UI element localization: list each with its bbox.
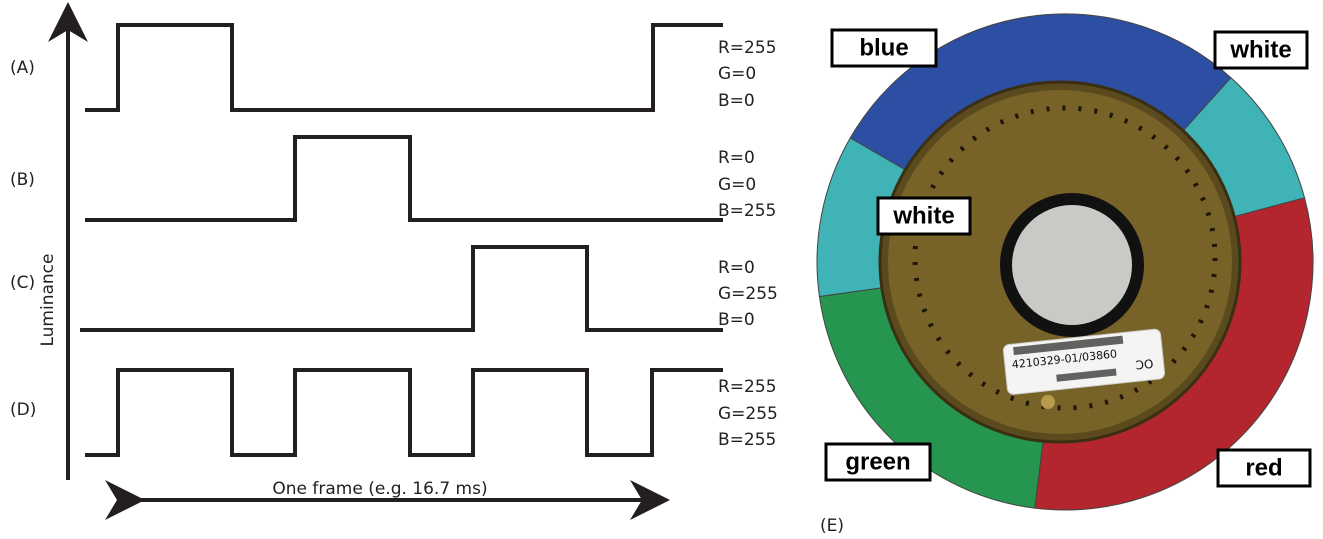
panel-label: (B) bbox=[10, 170, 35, 190]
lens bbox=[1012, 205, 1132, 325]
rgb-label: B=0 bbox=[718, 91, 755, 111]
rgb-label: G=0 bbox=[718, 175, 756, 195]
segment-tag: blue bbox=[830, 28, 938, 68]
rgb-label: R=255 bbox=[718, 38, 777, 58]
segment-label: green bbox=[845, 448, 910, 475]
segment-label: white bbox=[892, 202, 954, 229]
rgb-label: G=255 bbox=[718, 284, 778, 304]
panel-label: (E) bbox=[820, 516, 844, 536]
segment-tag: green bbox=[824, 442, 932, 482]
x-axis-label: One frame (e.g. 16.7 ms) bbox=[272, 479, 487, 499]
rgb-label: R=0 bbox=[718, 258, 755, 278]
segment-label: blue bbox=[859, 34, 908, 61]
panel-label: (C) bbox=[10, 273, 35, 293]
hub-holes bbox=[912, 105, 1218, 411]
waveform-a bbox=[85, 23, 723, 112]
segment-label: red bbox=[1245, 454, 1282, 481]
segment-tag: red bbox=[1216, 448, 1312, 488]
rgb-label: R=255 bbox=[718, 377, 777, 397]
rgb-label: B=255 bbox=[718, 430, 776, 450]
segment-tag: white bbox=[876, 196, 972, 236]
segment-label: white bbox=[1229, 36, 1291, 63]
y-axis-label: Luminance bbox=[38, 253, 58, 346]
segment-tag: white bbox=[1213, 30, 1309, 70]
rgb-label: G=0 bbox=[718, 64, 756, 84]
waveform-d bbox=[85, 368, 723, 457]
sticker-mark: OC bbox=[1135, 356, 1154, 372]
rgb-label: R=0 bbox=[718, 148, 755, 168]
rgb-label: G=255 bbox=[718, 404, 778, 424]
screw bbox=[1041, 395, 1055, 409]
panel-label: (D) bbox=[10, 400, 36, 420]
waveform-c bbox=[80, 245, 723, 332]
panel-label: (A) bbox=[10, 58, 35, 78]
waveform-b bbox=[85, 135, 723, 222]
sticker: 4210329-01/03860 OC bbox=[1002, 328, 1166, 395]
rgb-label: B=255 bbox=[718, 201, 776, 221]
rgb-label: B=0 bbox=[718, 310, 755, 330]
